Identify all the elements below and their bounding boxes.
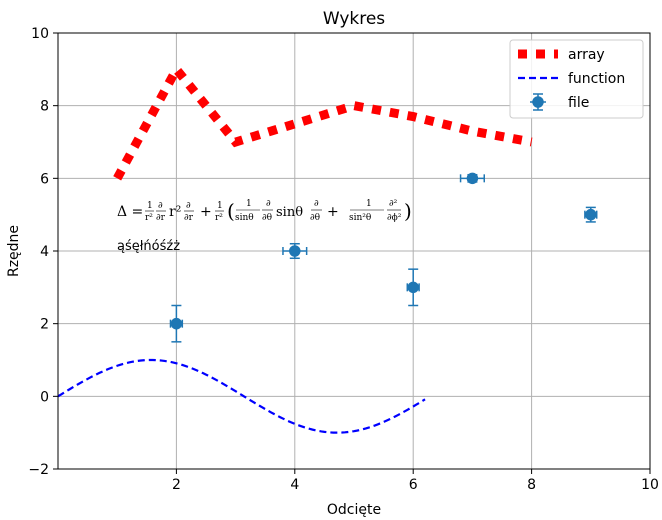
- legend-swatch-file: [530, 93, 546, 111]
- legend-box: [509, 39, 644, 119]
- svg-text:∂r: ∂r: [156, 213, 166, 223]
- series-function-line: [58, 358, 426, 434]
- svg-text:r²: r²: [169, 204, 181, 220]
- data-point-marker: [466, 172, 479, 185]
- x-tick-label: 8: [527, 477, 536, 493]
- svg-text:+: +: [200, 204, 212, 220]
- data-point-marker: [407, 281, 419, 294]
- y-tick-label: −2: [28, 462, 49, 478]
- svg-text:(: (: [227, 199, 235, 223]
- y-tick-label: 0: [40, 389, 49, 405]
- x-tick-label: 4: [290, 477, 299, 493]
- legend-label-file: file: [568, 95, 589, 111]
- legend-label-function: function: [568, 71, 625, 87]
- data-point-marker: [289, 245, 301, 257]
- svg-text:sinθ: sinθ: [276, 205, 303, 220]
- svg-text:1: 1: [246, 199, 252, 209]
- y-tick-label: 6: [40, 171, 49, 187]
- y-tick-label: 8: [40, 99, 49, 115]
- svg-text:r²: r²: [145, 213, 153, 223]
- svg-text:1: 1: [147, 201, 153, 211]
- y-tick-label: 4: [40, 244, 49, 260]
- y-tick-label: 10: [31, 26, 49, 42]
- data-point-marker: [585, 208, 597, 221]
- series-file-point: [169, 304, 184, 343]
- x-tick-label: 2: [172, 477, 181, 493]
- series-file-point: [406, 268, 420, 307]
- svg-text:∂: ∂: [186, 201, 191, 211]
- svg-text:Δ =: Δ =: [117, 204, 143, 220]
- svg-text:∂: ∂: [314, 199, 319, 209]
- svg-text:∂r: ∂r: [184, 213, 194, 223]
- data-point-marker: [170, 317, 183, 330]
- annotation-polish-chars: ąśęłńóśźż: [117, 239, 180, 254]
- svg-text:∂²: ∂²: [389, 199, 398, 209]
- series-file-point: [282, 242, 308, 260]
- y-tick-label: 2: [40, 317, 49, 333]
- x-tick-label: 6: [409, 477, 418, 493]
- legend: array function file: [509, 39, 644, 119]
- svg-text:r²: r²: [215, 213, 223, 223]
- x-tick-label: 10: [641, 477, 659, 493]
- svg-text:∂: ∂: [266, 199, 271, 209]
- svg-text:+: +: [327, 204, 339, 220]
- svg-text:1: 1: [217, 201, 223, 211]
- x-axis-label: Odcięte: [327, 502, 381, 518]
- chart-title: Wykres: [323, 9, 385, 29]
- svg-text:∂θ: ∂θ: [310, 213, 320, 223]
- svg-text:sin²θ: sin²θ: [349, 213, 371, 223]
- ticks: 2 4 6 8 10 −2 0 2 4 6 8 10: [28, 26, 659, 493]
- y-axis-label: Rzędne: [6, 225, 22, 277]
- svg-text:1: 1: [366, 199, 372, 209]
- series-array-line: [113, 61, 533, 181]
- svg-text:): ): [404, 199, 412, 223]
- svg-text:∂ϕ²: ∂ϕ²: [387, 213, 402, 223]
- series-file-point: [584, 206, 598, 223]
- annotation-laplacian: Δ = 1 r² ∂ ∂r r² ∂ ∂r + 1 r² ( 1 sinθ ∂ …: [117, 199, 412, 223]
- svg-text:∂θ: ∂θ: [262, 213, 272, 223]
- legend-label-array: array: [568, 47, 605, 63]
- series-file-point: [459, 172, 485, 185]
- svg-text:sinθ: sinθ: [235, 213, 254, 223]
- plot-area: [58, 61, 598, 434]
- svg-text:∂: ∂: [158, 201, 163, 211]
